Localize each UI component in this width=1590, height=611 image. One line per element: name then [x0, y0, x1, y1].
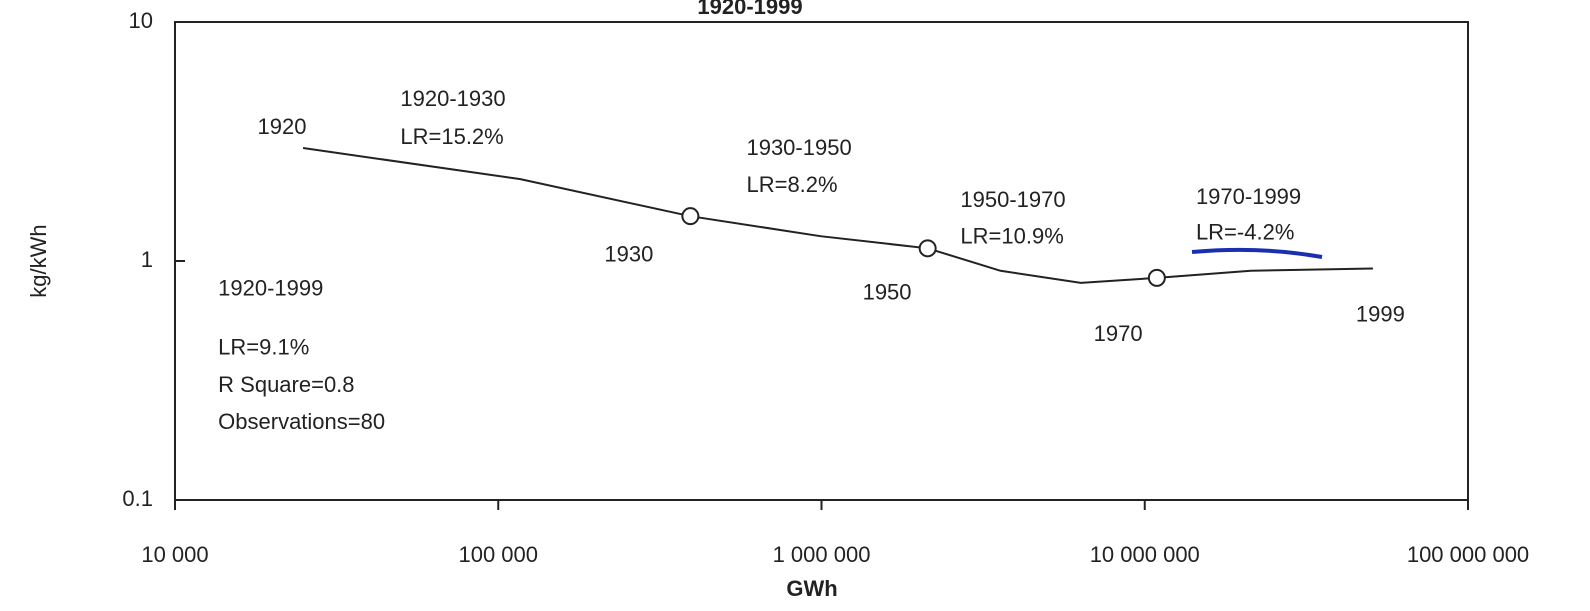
chart-title: 1920-1999 [697, 0, 802, 19]
annotation: 1930-1950 [746, 135, 851, 160]
x-tick-label: 100 000 [458, 542, 538, 567]
annotation: 1950-1970 [960, 187, 1065, 212]
data-marker [681, 207, 700, 226]
y-tick-label: 0.1 [122, 486, 153, 511]
annotation: LR=8.2% [746, 172, 837, 197]
annotation: R Square=0.8 [218, 372, 354, 397]
annotation: LR=10.9% [960, 224, 1063, 249]
annotation: 1950 [863, 279, 912, 304]
data-marker [918, 239, 937, 258]
annotation: Observations=80 [218, 409, 385, 434]
y-tick-label: 10 [129, 8, 153, 33]
annotation: 1920 [258, 114, 307, 139]
x-tick-label: 10 000 000 [1090, 542, 1200, 567]
y-tick-label: 1 [141, 247, 153, 272]
x-tick-label: 100 000 000 [1407, 542, 1529, 567]
y-axis-label: kg/kWh [26, 224, 51, 297]
annotation: 1999 [1356, 302, 1405, 327]
data-marker [1147, 268, 1166, 287]
annotation: 1930 [604, 242, 653, 267]
highlight-underline [1191, 247, 1323, 259]
annotation: 1970-1999 [1196, 184, 1301, 209]
annotation: 1920-1999 [218, 275, 323, 300]
annotation: LR=-4.2% [1196, 220, 1294, 245]
x-tick-label: 10 000 [141, 542, 208, 567]
x-tick-label: 1 000 000 [773, 542, 871, 567]
x-axis-label: GWh [786, 576, 837, 601]
data-line [302, 147, 1373, 284]
annotation: 1970 [1094, 321, 1143, 346]
annotation: 1920-1930 [400, 86, 505, 111]
annotation: LR=15.2% [400, 124, 503, 149]
annotation: LR=9.1% [218, 334, 309, 359]
